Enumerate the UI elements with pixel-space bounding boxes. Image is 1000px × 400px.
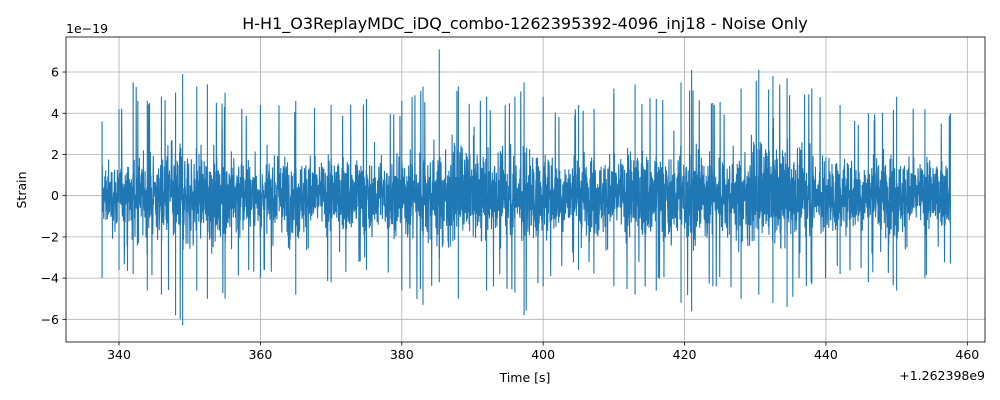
x-tick-label: 440 — [814, 347, 838, 362]
plot-area — [101, 49, 951, 326]
x-tick-label: 360 — [248, 347, 272, 362]
ticks: 340 360 380 400 420 440 460 −6 −4 −2 0 2 4 6 — [41, 65, 980, 362]
x-axis-label: Time [s] — [499, 370, 551, 385]
y-tick-label: −6 — [41, 312, 59, 327]
axes-frame — [65, 36, 986, 343]
x-offset-label: +1.262398e9 — [899, 368, 985, 383]
x-tick-label: 420 — [673, 347, 697, 362]
y-tick-label: 2 — [51, 147, 59, 162]
chart-title: H-H1_O3ReplayMDC_iDQ_combo-1262395392-40… — [242, 14, 808, 34]
y-tick-label: −2 — [41, 229, 59, 244]
x-tick-label: 380 — [390, 347, 414, 362]
y-axis-label: Strain — [14, 171, 29, 208]
x-tick-label: 400 — [531, 347, 555, 362]
y-tick-label: 0 — [51, 188, 59, 203]
series-line — [101, 80, 951, 319]
x-tick-label: 340 — [107, 347, 131, 362]
series-strain — [101, 49, 951, 326]
y-scale-label: 1e−19 — [66, 21, 108, 36]
y-tick-label: 4 — [51, 106, 59, 121]
x-tick-label: 460 — [955, 347, 979, 362]
y-tick-label: −4 — [41, 271, 59, 286]
y-tick-label: 6 — [51, 65, 59, 80]
